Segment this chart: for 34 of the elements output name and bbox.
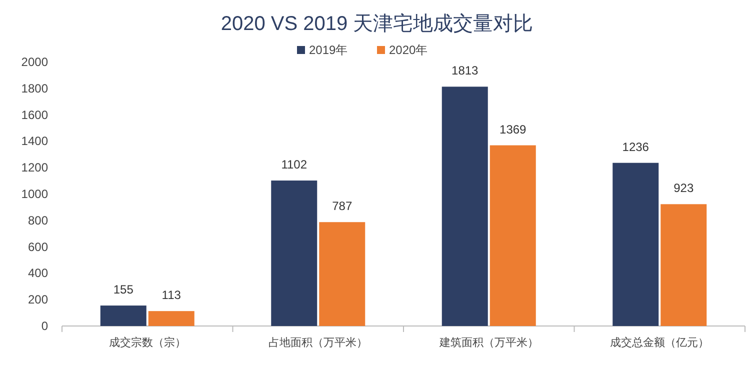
data-label: 923 <box>674 181 694 196</box>
data-label: 1369 <box>500 122 527 136</box>
y-tick-label: 1200 <box>21 160 48 175</box>
x-tick-label: 建筑面积（万平米） <box>438 336 538 349</box>
y-tick-label: 1600 <box>21 108 48 122</box>
data-label: 787 <box>332 199 352 214</box>
legend-label: 2019年 <box>309 43 348 57</box>
bar <box>490 145 536 326</box>
y-tick-label: 2000 <box>21 55 48 69</box>
legend-label: 2020年 <box>389 43 428 57</box>
y-tick-label: 0 <box>41 319 48 333</box>
x-tick-label: 成交宗数（宗） <box>108 336 186 349</box>
y-tick-label: 600 <box>28 240 48 254</box>
x-tick-label: 占地面积（万平米） <box>268 336 368 349</box>
chart-title: 2020 VS 2019 天津宅地成交量对比 <box>220 12 534 35</box>
data-label: 1813 <box>452 64 479 78</box>
bar <box>100 306 146 326</box>
y-tick-label: 800 <box>28 213 48 228</box>
bar <box>271 180 318 326</box>
x-tick-label: 成交总金额（亿元） <box>610 336 710 349</box>
data-label: 155 <box>113 282 134 297</box>
y-tick-label: 1000 <box>21 187 48 201</box>
bar <box>612 162 659 326</box>
bar <box>319 222 366 326</box>
y-tick-label: 200 <box>28 292 48 307</box>
y-tick-label: 1800 <box>21 81 48 96</box>
y-tick-label: 400 <box>28 266 48 280</box>
data-label: 1102 <box>281 158 308 172</box>
data-label: 1236 <box>622 140 650 154</box>
bar <box>660 204 707 326</box>
bar <box>442 86 488 326</box>
y-tick-label: 1400 <box>21 134 48 148</box>
data-label: 113 <box>162 288 182 302</box>
bar <box>148 311 194 326</box>
